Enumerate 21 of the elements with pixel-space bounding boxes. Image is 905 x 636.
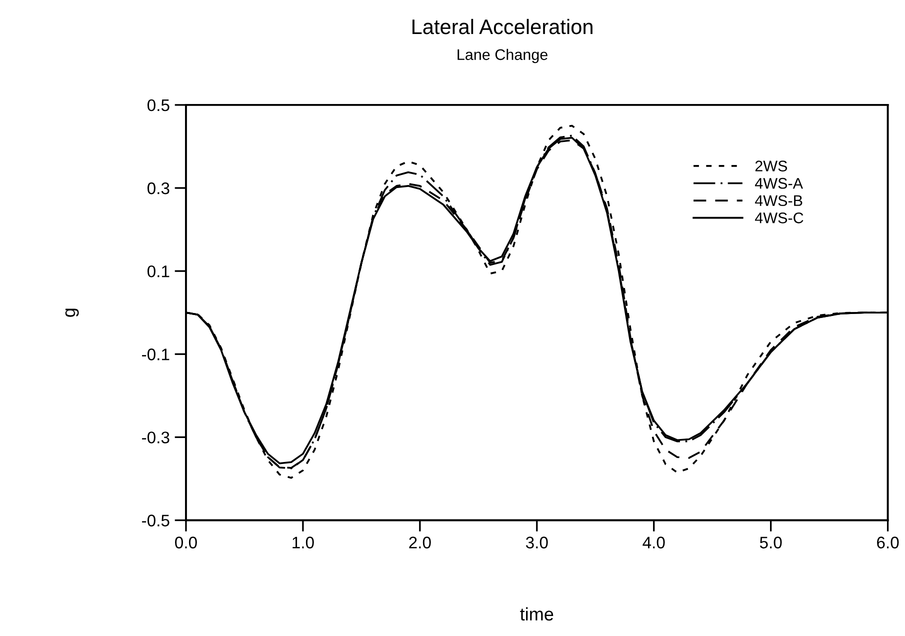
x-tick-label: 6.0 [877, 536, 899, 548]
legend-label: 4WS-B [754, 195, 802, 206]
legend-label: 4WS-C [754, 212, 804, 224]
x-tick-label: 3.0 [526, 536, 548, 548]
legend-label: 2WS [755, 160, 788, 172]
x-axis-title: time [520, 607, 554, 621]
y-tick-label: -0.1 [142, 348, 170, 360]
y-axis-title: g [65, 308, 79, 317]
chart-subtitle: Lane Change [458, 48, 548, 64]
y-tick-label: 0.3 [147, 182, 170, 194]
y-tick-label: -0.5 [142, 514, 170, 526]
x-tick-label: 0.0 [175, 536, 197, 548]
x-tick-label: 4.0 [642, 536, 665, 548]
y-tick-label: 0.5 [147, 99, 170, 112]
x-tick-label: 2.0 [409, 536, 431, 548]
y-tick-label: 0.1 [147, 265, 170, 278]
legend-label: 4WS-A [754, 178, 803, 189]
x-tick-label: 1.0 [292, 536, 314, 548]
y-tick-label: -0.3 [142, 432, 170, 444]
x-tick-label: 5.0 [760, 536, 782, 548]
chart-title: Lateral Acceleration [412, 18, 592, 34]
